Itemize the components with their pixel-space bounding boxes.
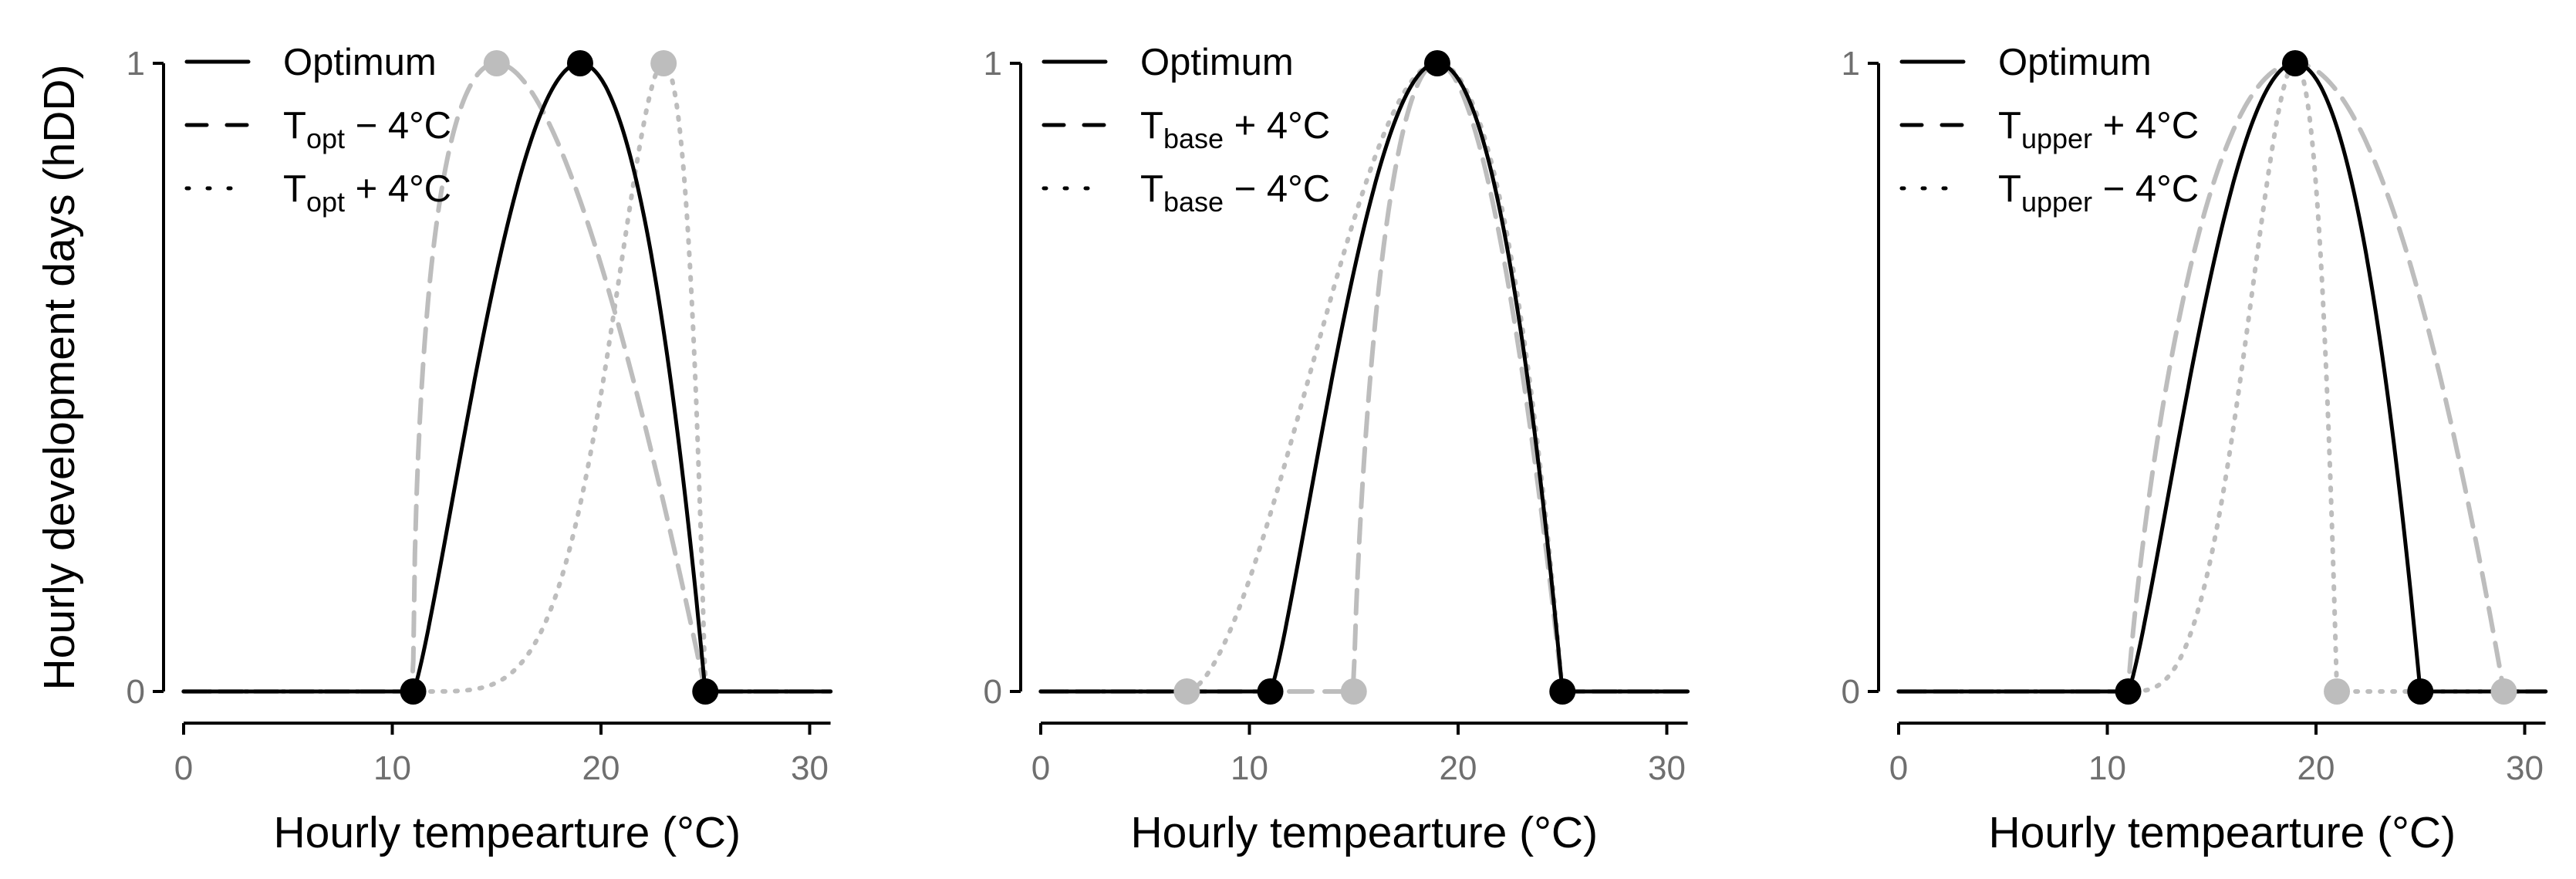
data-point <box>1549 678 1576 705</box>
y-tick-label: 1 <box>1842 45 1860 83</box>
x-tick-label: 30 <box>791 749 829 787</box>
legend-label: Tbase + 4°C <box>1140 105 1330 154</box>
legend-label-base: T <box>1998 168 2021 210</box>
y-tick-label: 1 <box>984 45 1002 83</box>
legend-label: Tbase − 4°C <box>1140 168 1330 218</box>
data-point <box>2281 50 2308 76</box>
panel-middle: 0 10 20 30 0 1 Hourly tempearture (°C) Optimum T… <box>984 42 1690 857</box>
x-axis-title: Hourly tempearture (°C) <box>1130 808 1598 857</box>
legend-label-subscript: opt <box>306 186 345 218</box>
data-point <box>1423 50 1450 76</box>
legend-label-base: T <box>283 168 306 210</box>
legend-label-rest: + 4°C <box>2092 105 2199 147</box>
data-point <box>1257 678 1284 705</box>
legend-label-rest: + 4°C <box>345 168 451 210</box>
legend-label: Optimum <box>1998 42 2152 83</box>
data-point <box>1340 678 1367 705</box>
legend-label-subscript: upper <box>2021 123 2092 154</box>
legend-label-base: Optimum <box>1998 42 2152 83</box>
data-point <box>400 678 427 705</box>
series-line-dashed <box>1896 61 2548 694</box>
series-line-solid <box>1896 61 2548 694</box>
x-tick-label: 0 <box>1889 749 1908 787</box>
x-tick-label: 30 <box>1648 749 1686 787</box>
series-line-solid <box>1038 61 1690 694</box>
legend-label: Tupper + 4°C <box>1998 105 2199 154</box>
data-point <box>566 50 593 76</box>
panel-left: 0 10 20 30 0 1 Hourly tempearture (°C) Hourly d… <box>35 42 833 857</box>
y-tick-label: 0 <box>1842 673 1860 711</box>
legend-label: Topt − 4°C <box>283 105 451 154</box>
x-tick-label: 10 <box>2088 749 2126 787</box>
data-point <box>2407 678 2434 705</box>
legend-label-subscript: base <box>1163 186 1224 218</box>
legend-label-rest: − 4°C <box>1224 168 1330 210</box>
x-axis-title: Hourly tempearture (°C) <box>1988 808 2456 857</box>
y-axis-title: Hourly development days (hDD) <box>35 65 84 691</box>
data-point <box>650 50 677 76</box>
legend-label-rest: + 4°C <box>1224 105 1330 147</box>
x-tick-label: 20 <box>1440 749 1477 787</box>
legend-label-rest: − 4°C <box>2092 168 2199 210</box>
legend-label: Tupper − 4°C <box>1998 168 2199 218</box>
legend-label: Topt + 4°C <box>283 168 451 218</box>
y-tick-label: 1 <box>127 45 145 83</box>
legend-label: Optimum <box>283 42 437 83</box>
x-tick-label: 30 <box>2506 749 2544 787</box>
legend-label: Optimum <box>1140 42 1294 83</box>
series-line-dotted <box>1896 61 2548 694</box>
series-line-solid <box>181 61 833 694</box>
legend-label-base: Optimum <box>1140 42 1294 83</box>
series-line-dashed <box>181 61 833 694</box>
legend-label-rest: − 4°C <box>345 105 451 147</box>
data-point <box>1173 678 1200 705</box>
x-tick-label: 10 <box>373 749 411 787</box>
x-tick-label: 0 <box>1031 749 1050 787</box>
data-point <box>692 678 719 705</box>
y-tick-label: 0 <box>984 673 1002 711</box>
legend-label-subscript: upper <box>2021 186 2092 218</box>
data-point <box>2324 678 2351 705</box>
data-point <box>483 50 510 76</box>
x-tick-label: 0 <box>174 749 193 787</box>
legend-label-base: T <box>1140 105 1163 147</box>
series-line-dotted <box>181 61 833 694</box>
panel-right: 0 10 20 30 0 1 Hourly tempearture (°C) Optimum T… <box>1842 42 2548 857</box>
legend-label-base: Optimum <box>283 42 437 83</box>
legend-label-subscript: base <box>1163 123 1224 154</box>
y-tick-label: 0 <box>127 673 145 711</box>
legend-label-base: T <box>1998 105 2021 147</box>
legend-label-base: T <box>283 105 306 147</box>
data-point <box>2490 678 2517 705</box>
data-point <box>2115 678 2142 705</box>
x-tick-label: 20 <box>582 749 620 787</box>
x-axis-title: Hourly tempearture (°C) <box>273 808 741 857</box>
x-tick-label: 20 <box>2297 749 2335 787</box>
x-tick-label: 10 <box>1231 749 1268 787</box>
legend-label-base: T <box>1140 168 1163 210</box>
legend-label-subscript: opt <box>306 123 345 154</box>
series-line-dashed <box>1038 61 1690 694</box>
series-line-dotted <box>1038 61 1690 694</box>
